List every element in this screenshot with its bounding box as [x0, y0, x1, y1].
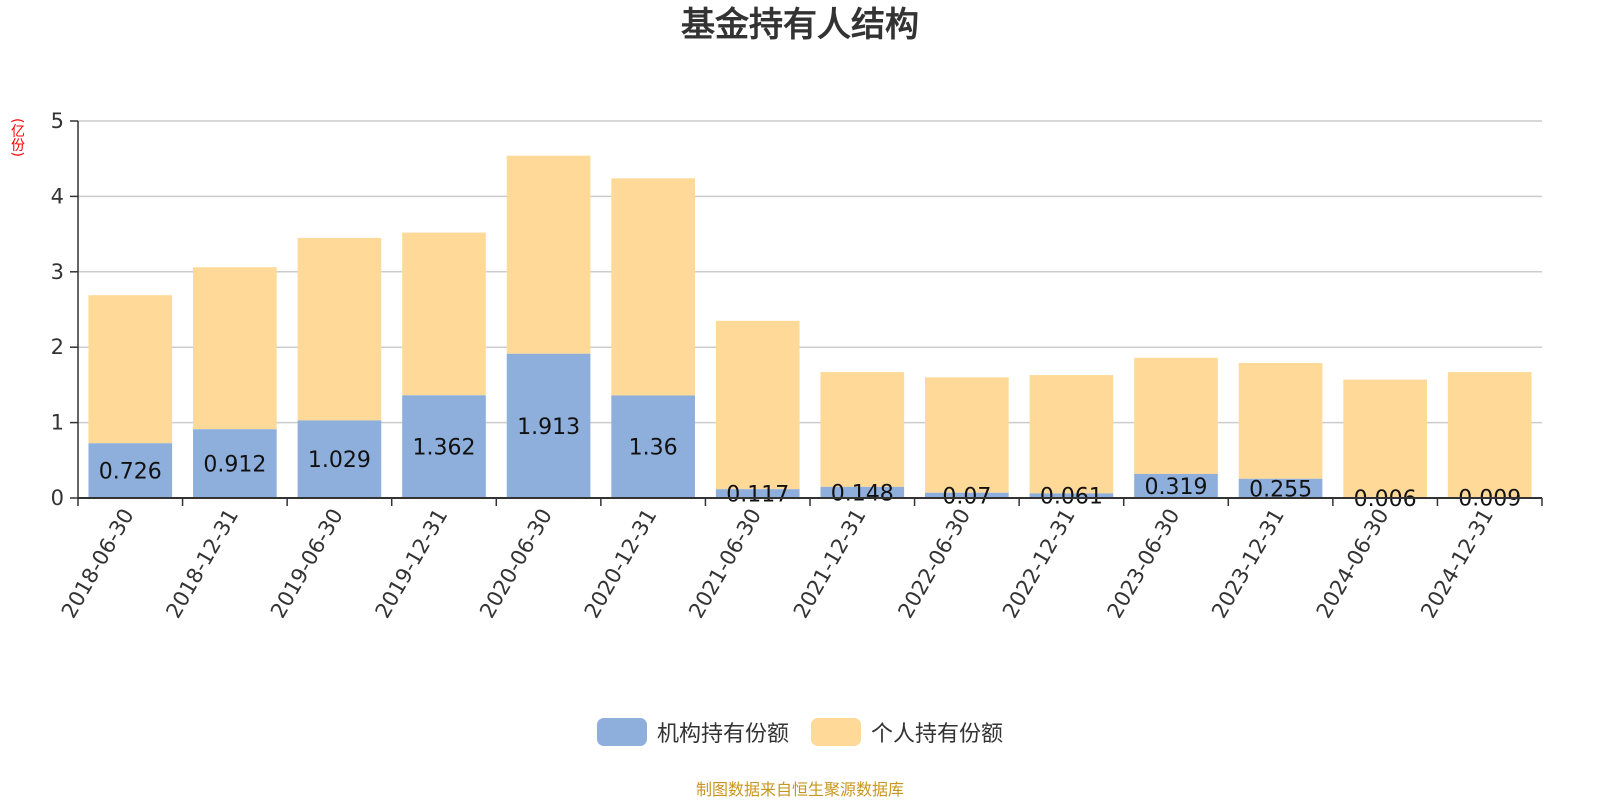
x-tick-label: 2018-12-31: [161, 505, 243, 623]
y-tick-label: 0: [51, 486, 64, 510]
bar-value-label: 1.362: [413, 436, 476, 461]
x-tick-label: 2019-12-31: [371, 505, 453, 623]
legend-swatch-institutional: [596, 718, 647, 746]
bar-institutional: [1238, 478, 1323, 498]
bars: [88, 155, 1532, 498]
bar-institutional: [715, 489, 800, 498]
y-tick-label: 5: [51, 109, 64, 133]
bar-value-label: 0.117: [726, 483, 789, 508]
x-tick-label: 2023-12-31: [1207, 505, 1289, 623]
legend-label-individual: 个人持有份额: [871, 722, 1004, 747]
bar-individual: [1238, 363, 1323, 479]
bar-value-label: 0.009: [1458, 487, 1521, 512]
bar-institutional: [820, 486, 905, 498]
bar-value-label: 0.319: [1145, 475, 1208, 500]
bar-value-label: 0.726: [99, 460, 162, 485]
legend-item-institutional[interactable]: 机构持有份额: [596, 716, 789, 748]
bar-value-label: 0.912: [203, 453, 266, 478]
legend-swatch-individual: [811, 718, 861, 746]
bar-institutional: [88, 443, 173, 498]
x-tick-label: 2022-06-30: [893, 505, 975, 623]
bar-institutional: [297, 420, 382, 498]
bar-individual: [193, 267, 277, 430]
bar-institutional: [506, 353, 591, 498]
x-tick-label: 2020-06-30: [475, 505, 557, 623]
source-note: 制图数据来自恒生聚源数据库: [695, 780, 904, 799]
x-tick-label: 2021-12-31: [789, 505, 871, 623]
legend-label-institutional: 机构持有份额: [656, 722, 789, 747]
bar-individual: [1343, 379, 1427, 498]
bar-individual: [925, 377, 1009, 493]
y-tick-label: 1: [51, 411, 64, 435]
x-tick-label: 2024-06-30: [1312, 505, 1394, 623]
bar-value-label: 1.029: [308, 448, 371, 473]
bar-individual: [1134, 357, 1218, 474]
bar-institutional: [611, 395, 695, 498]
bar-value-label: 1.36: [629, 436, 678, 461]
bar-value-label: 0.148: [831, 481, 894, 506]
x-tick-label: 2022-12-31: [998, 505, 1080, 623]
bar-individual: [611, 178, 695, 396]
bar-individual: [297, 237, 382, 421]
x-tick-label: 2023-06-30: [1103, 505, 1185, 623]
x-tick-label: 2018-06-30: [57, 505, 139, 623]
bar-individual: [1447, 372, 1532, 498]
bar-individual: [88, 295, 173, 444]
bar-individual: [715, 320, 800, 490]
bar-value-label: 1.913: [517, 415, 580, 440]
bar-institutional: [1134, 473, 1218, 498]
bar-individual: [402, 232, 486, 396]
bar-individual: [506, 155, 591, 354]
bar-individual: [820, 372, 905, 487]
bar-value-label: 0.07: [942, 484, 991, 509]
legend: 机构持有份额 个人持有份额: [0, 716, 1600, 748]
legend-item-individual[interactable]: 个人持有份额: [811, 716, 1003, 748]
stacked-bar-chart: 0.726 0.912 1.029 1.362 1.913 1.36 0.117 0.148 0…: [51, 109, 1543, 623]
x-tick-label: 2020-12-31: [580, 505, 662, 623]
x-tick-label: 2019-06-30: [266, 505, 348, 623]
chart-title: 基金持有人结构: [681, 5, 919, 45]
y-tick-label: 2: [51, 335, 64, 359]
y-tick-label: 3: [51, 260, 64, 284]
bar-value-label: 0.006: [1354, 487, 1417, 512]
x-tick-label: 2024-12-31: [1416, 505, 1498, 623]
y-axis-unit-label: (亿份): [9, 118, 25, 157]
x-tick-label: 2021-06-30: [684, 505, 766, 623]
bar-individual: [1029, 375, 1114, 494]
y-tick-label: 4: [51, 184, 64, 208]
bar-institutional: [402, 395, 486, 498]
bar-institutional: [193, 429, 277, 498]
bar-institutional: [925, 492, 1009, 498]
bar-institutional: [1029, 493, 1114, 498]
